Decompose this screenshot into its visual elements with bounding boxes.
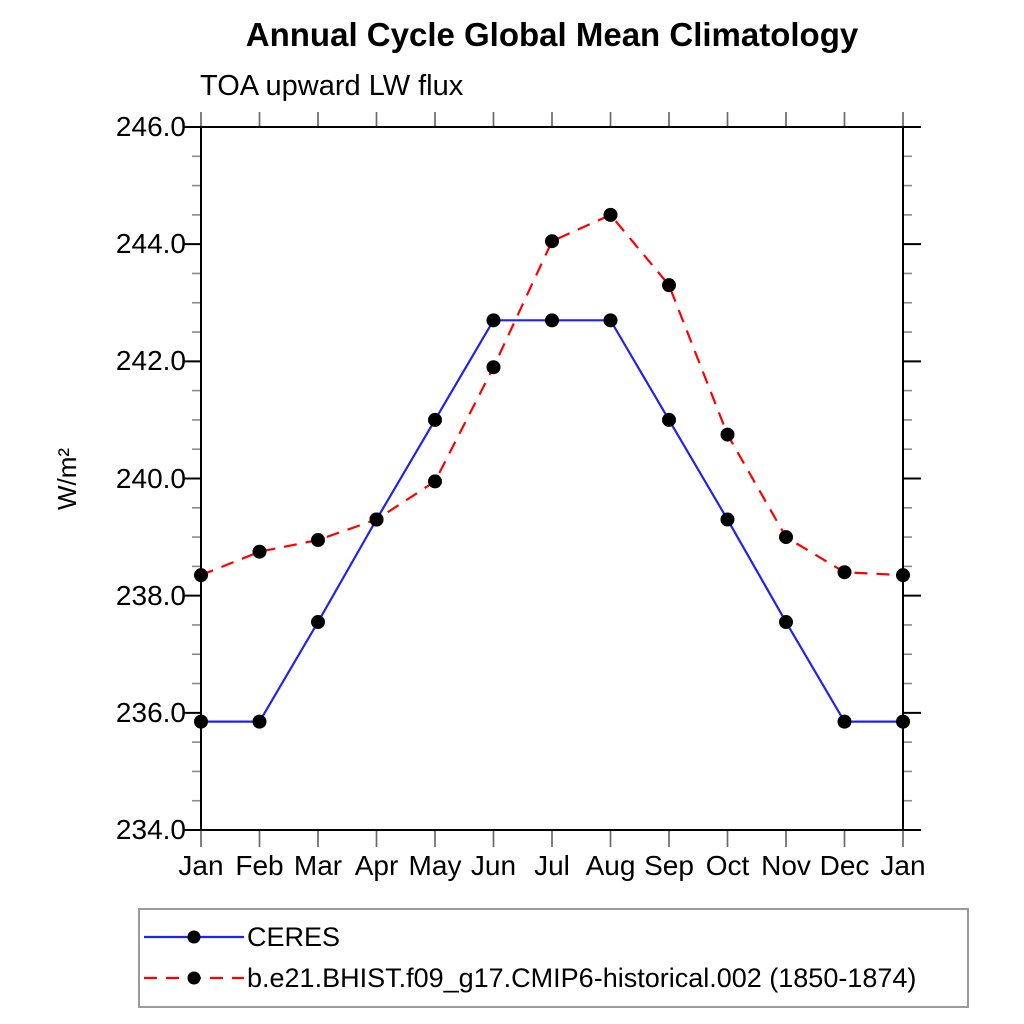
legend-line-sample (144, 930, 244, 943)
data-point-marker (779, 530, 793, 545)
data-point-marker (311, 615, 325, 630)
chart-subtitle: TOA upward LW flux (200, 70, 464, 102)
legend-row: b.e21.BHIST.f09_g17.CMIP6-historical.002… (144, 957, 967, 998)
chart-title: Annual Cycle Global Mean Climatology (245, 16, 859, 53)
y-tick-label: 238.0 (115, 579, 186, 611)
x-tick-label: Oct (705, 850, 750, 881)
series-line-0 (201, 319, 903, 723)
data-point-marker (486, 360, 501, 375)
data-point-marker (545, 234, 559, 249)
x-tick-label: Aug (585, 850, 636, 881)
x-tick-label: Jan (880, 850, 926, 881)
y-tick-label: 240.0 (115, 462, 186, 494)
legend-line-sample (144, 971, 244, 984)
x-tick-label: Nov (761, 850, 811, 881)
data-point-marker (720, 512, 735, 527)
legend-box: CERES b.e21.BHIST.f09_g17.CMIP6-historica… (138, 908, 969, 1008)
legend-row: CERES (144, 916, 967, 957)
data-point-marker (662, 278, 676, 293)
data-point-marker (896, 568, 910, 583)
x-tick-label: Jun (470, 850, 517, 881)
data-point-marker (311, 533, 325, 548)
data-point-marker (252, 714, 267, 729)
data-point-marker (428, 412, 442, 427)
data-point-marker (779, 615, 793, 630)
legend-label: CERES (247, 921, 341, 952)
x-tick-label: Jan (178, 850, 224, 881)
plot-frame (200, 126, 904, 831)
data-point-marker (603, 207, 618, 222)
y-tick-label: 236.0 (115, 696, 186, 728)
data-point-marker (837, 714, 852, 729)
data-point-marker (486, 313, 501, 328)
legend-marker (187, 930, 201, 943)
data-point-marker (194, 568, 208, 583)
series-line-1 (200, 213, 904, 577)
data-point-marker (603, 313, 618, 328)
legend-marker (187, 971, 201, 984)
x-tick-label: Jul (534, 850, 570, 881)
x-tick-label: Apr (354, 850, 399, 881)
x-tick-label: Dec (819, 850, 870, 881)
data-point-marker (252, 544, 267, 559)
data-point-marker (837, 565, 852, 580)
x-tick-label: May (408, 850, 462, 881)
y-tick-label: 246.0 (115, 111, 186, 142)
data-point-marker (428, 474, 442, 489)
data-point-marker (545, 313, 559, 328)
x-tick-label: Sep (644, 850, 694, 881)
data-point-marker (720, 427, 735, 442)
legend-label: b.e21.BHIST.f09_g17.CMIP6-historical.002… (247, 962, 917, 993)
x-tick-label: Feb (235, 850, 284, 881)
y-tick-label: 234.0 (115, 814, 186, 845)
y-tick-label: 244.0 (115, 228, 186, 260)
y-tick-label: 242.0 (115, 345, 186, 377)
data-point-marker (369, 512, 384, 527)
data-point-marker (662, 412, 676, 427)
x-tick-label: Mar (293, 850, 343, 881)
data-point-marker (194, 714, 208, 729)
data-point-marker (896, 714, 910, 729)
plot-area (183, 112, 921, 847)
